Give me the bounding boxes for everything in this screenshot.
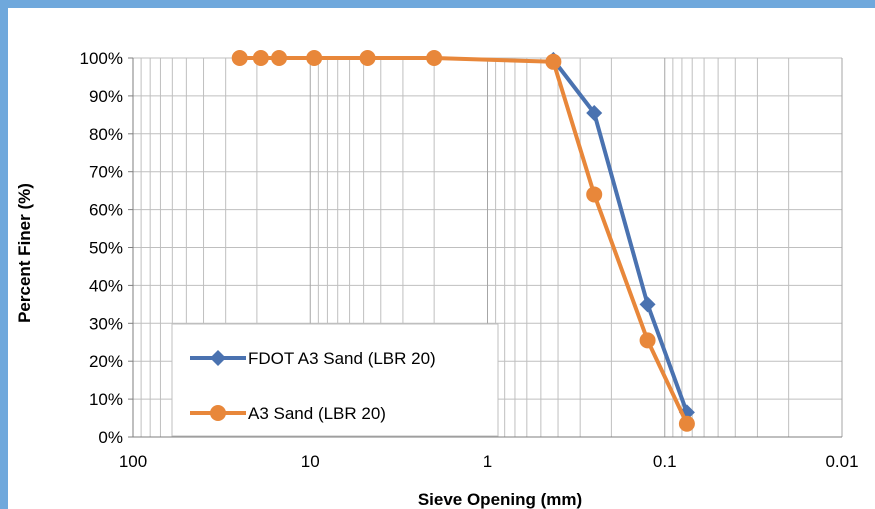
data-point [586,186,603,203]
data-point [271,50,288,66]
data-point [306,50,323,66]
data-point [359,50,376,66]
data-point [545,53,562,70]
y-tick-label: 30% [89,314,123,333]
series-2 [231,50,695,432]
data-point [231,50,248,66]
y-tick-labels: 0% 10% 20% 30% 40% 50% 60% 70% 80% 90% 100% [80,49,123,447]
x-axis-title: Sieve Opening (mm) [418,490,582,509]
x-tick-label: 0.1 [653,452,677,471]
legend-box [171,323,499,437]
legend: FDOT A3 Sand (LBR 20) A3 Sand (LBR 20) [171,323,499,437]
series-layer [231,50,695,432]
y-tick-label: 40% [89,276,123,295]
data-point [639,296,656,313]
data-point [426,50,443,66]
series-line [239,56,689,425]
x-tick-label: 10 [301,452,320,471]
y-tick-label: 20% [89,352,123,371]
x-tick-label: 0.01 [825,452,858,471]
y-tick-label: 80% [89,125,123,144]
y-tick-label: 10% [89,390,123,409]
y-tick-label: 100% [80,49,123,68]
axes [128,57,842,438]
y-tick-label: 60% [89,201,123,220]
y-tick-label: 90% [89,87,123,106]
data-point [252,50,269,66]
data-point [639,332,656,349]
x-tick-labels: 100 10 1 0.1 0.01 [119,452,859,471]
x-tick-label: 100 [119,452,147,471]
y-tick-label: 50% [89,239,123,258]
data-point [678,415,695,432]
chart-frame: 0% 10% 20% 30% 40% 50% 60% 70% 80% 90% 100% 100 10 1… [8,8,875,509]
y-axis-title: Percent Finer (%) [15,183,34,323]
y-tick-label: 0% [98,428,123,447]
data-point [586,104,603,121]
legend-label: A3 Sand (LBR 20) [248,404,386,423]
legend-swatch-marker [210,405,226,421]
legend-swatch-marker [210,350,226,366]
y-tick-label: 70% [89,163,123,182]
x-tick-label: 1 [483,452,492,471]
series-1 [545,51,695,421]
sieve-analysis-chart: 0%10%20%30%40%50%60%70%80%90%100% 100 10 1… [15,49,859,509]
series-line [551,58,689,414]
legend-label: FDOT A3 Sand (LBR 20) [248,349,436,368]
